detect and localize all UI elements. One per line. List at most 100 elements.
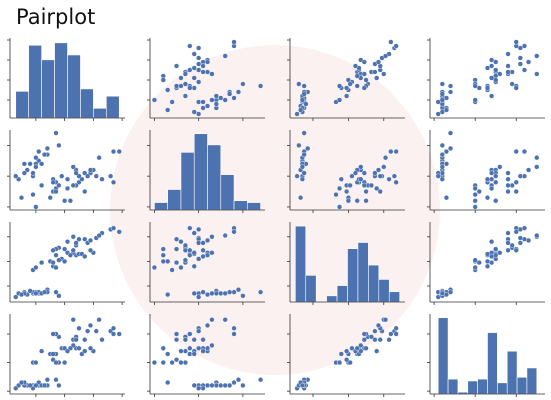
scatter-point xyxy=(213,382,219,389)
scatter-point xyxy=(53,188,59,195)
scatter-point xyxy=(352,170,359,176)
scatter-point xyxy=(299,382,305,389)
scatter-point xyxy=(493,67,499,73)
scatter-point xyxy=(363,198,369,204)
scatter-point xyxy=(196,79,202,85)
scatter-point xyxy=(196,99,202,105)
scatter-point xyxy=(347,182,353,188)
scatter-point xyxy=(204,292,211,298)
scatter-point xyxy=(472,192,478,198)
scatter-point xyxy=(534,232,540,239)
scatter-point xyxy=(165,258,171,264)
scatter-point xyxy=(517,61,523,67)
scatter-point xyxy=(76,345,82,351)
scatter-point xyxy=(178,239,184,245)
scatter-point xyxy=(521,225,528,231)
scatter-point xyxy=(160,359,166,366)
scatter-point xyxy=(447,130,454,136)
scatter-point xyxy=(70,182,76,188)
scatter-point xyxy=(173,246,180,252)
scatter-point xyxy=(116,331,122,337)
scatter-point xyxy=(196,226,202,232)
scatter-point xyxy=(33,290,39,296)
scatter-point xyxy=(50,351,56,357)
scatter-point xyxy=(87,247,94,253)
scatter-point xyxy=(347,81,353,87)
scatter-point xyxy=(182,348,188,354)
scatter-point xyxy=(33,359,39,366)
scatter-point xyxy=(257,289,264,295)
histogram-bar xyxy=(368,264,380,303)
scatter-point xyxy=(513,85,519,91)
scatter-point xyxy=(187,351,193,357)
scatter-point xyxy=(374,185,380,192)
scatter-point xyxy=(200,99,206,105)
scatter-point xyxy=(505,247,511,253)
scatter-point xyxy=(338,176,344,182)
histogram-bar xyxy=(378,279,390,303)
histogram-bar xyxy=(305,275,317,303)
histogram-bar xyxy=(41,59,55,119)
scatter-point xyxy=(227,91,233,97)
scatter-point xyxy=(344,348,350,354)
scatter-point xyxy=(476,188,482,195)
scatter-point xyxy=(231,39,237,45)
scatter-point xyxy=(361,331,367,337)
scatter-point xyxy=(489,239,495,245)
scatter-point xyxy=(439,176,445,182)
scatter-point xyxy=(191,51,197,57)
scatter-point xyxy=(476,85,482,91)
scatter-point xyxy=(165,107,171,113)
scatter-point xyxy=(187,252,193,258)
scatter-point xyxy=(53,359,59,366)
scatter-point xyxy=(18,195,25,201)
scatter-point xyxy=(294,173,300,179)
scatter-point xyxy=(377,337,383,343)
scatter-point xyxy=(27,382,33,389)
scatter-point xyxy=(33,382,39,389)
scatter-point xyxy=(50,260,56,266)
scatter-point xyxy=(377,173,383,179)
scatter-point xyxy=(173,337,180,343)
scatter-point xyxy=(204,382,211,389)
scatter-point xyxy=(187,67,193,73)
scatter-point xyxy=(299,97,305,103)
scatter-point xyxy=(70,164,76,170)
scatter-point xyxy=(182,257,188,263)
scatter-point xyxy=(204,69,211,75)
scatter-point xyxy=(173,83,180,89)
histogram-bar xyxy=(93,108,107,119)
scatter-point xyxy=(169,99,175,105)
scatter-point xyxy=(218,290,224,296)
scatter-point xyxy=(93,173,99,179)
scatter-point xyxy=(347,359,353,366)
histogram-bar xyxy=(506,350,518,395)
scatter-point xyxy=(178,348,184,354)
scatter-point xyxy=(62,258,68,264)
scatter-point xyxy=(513,39,519,45)
scatter-point xyxy=(191,250,197,256)
scatter-point xyxy=(33,164,39,170)
scatter-point xyxy=(173,260,180,266)
scatter-point xyxy=(30,170,36,176)
scatter-point xyxy=(393,331,399,337)
histogram-bar xyxy=(193,133,208,211)
scatter-point xyxy=(59,173,65,179)
scatter-point xyxy=(204,252,211,258)
scatter-point xyxy=(41,289,48,295)
scatter-point xyxy=(27,161,33,167)
scatter-point xyxy=(196,294,202,300)
histogram-bar xyxy=(487,332,498,395)
scatter-point xyxy=(435,173,441,179)
scatter-point xyxy=(534,164,540,170)
scatter-point xyxy=(41,152,48,158)
scatter-point xyxy=(354,198,360,204)
scatter-point xyxy=(209,290,215,296)
scatter-point xyxy=(484,176,491,182)
histogram-bar xyxy=(437,317,449,395)
scatter-point xyxy=(525,237,532,244)
scatter-point xyxy=(505,170,511,176)
scatter-point xyxy=(108,173,114,179)
scatter-point xyxy=(41,382,48,389)
scatter-point xyxy=(200,240,206,246)
